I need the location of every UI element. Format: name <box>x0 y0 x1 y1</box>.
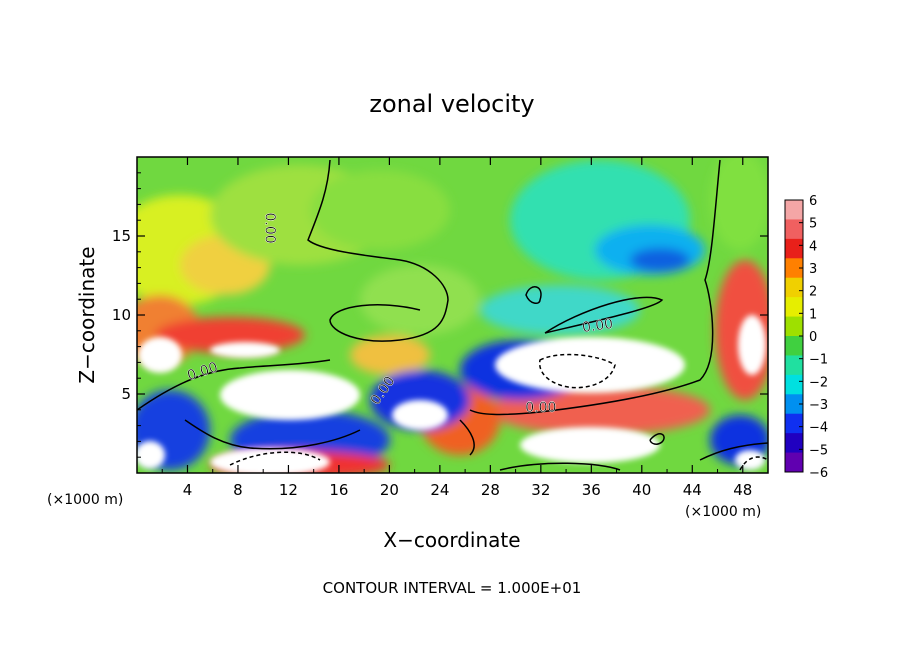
zero-contour <box>525 286 542 305</box>
colorbar-swatch <box>785 277 803 298</box>
field-blob <box>360 265 480 335</box>
colorbar-tick-label: 4 <box>809 239 817 254</box>
colorbar-swatch <box>785 258 803 279</box>
zero-contour <box>699 442 768 461</box>
colorbar-swatch <box>785 374 803 395</box>
colorbar-swatch <box>785 413 803 434</box>
zero-contour <box>307 159 449 342</box>
y-tick-label: 5 <box>121 385 131 403</box>
field-core <box>738 315 766 375</box>
y-axis-label: Z−coordinate <box>75 246 99 383</box>
zero-contour <box>649 433 665 445</box>
contour-label: 0.00 <box>262 213 278 244</box>
colorbar-tick-label: −5 <box>809 443 828 458</box>
field-cores <box>137 315 766 473</box>
field-core <box>138 337 182 373</box>
field-blob <box>310 170 450 250</box>
contour-interval-text: CONTOUR INTERVAL = 1.000E+01 <box>323 579 582 597</box>
colorbar-swatch <box>785 200 803 220</box>
colorbar-swatch <box>785 316 803 337</box>
colorbar-swatch <box>785 336 803 356</box>
colorbar: 6 5 4 3 2 1 0 −1 −2 −3 −4 −5 −6 <box>784 194 828 481</box>
zero-contour <box>137 359 331 411</box>
colorbar-tick-label: −3 <box>809 398 828 413</box>
contour-label: 0.00 <box>525 400 556 416</box>
zero-contour <box>469 159 721 416</box>
field-core <box>210 448 330 473</box>
field-blob <box>480 285 640 335</box>
colorbar-swatch <box>785 355 803 376</box>
field-blob <box>630 248 690 272</box>
colorbar-swatch <box>785 219 803 240</box>
x-unit-left: (×1000 m) <box>47 492 123 508</box>
y-tick-label: 15 <box>112 227 131 245</box>
colorbar-tick-label: −1 <box>809 353 828 368</box>
colorbar-swatch <box>785 238 803 259</box>
colorbar-tick-label: −6 <box>809 466 828 481</box>
x-tick-label: 36 <box>582 481 601 499</box>
x-tick-label: 4 <box>183 481 193 499</box>
colorbar-tick-label: 0 <box>809 330 817 345</box>
colorbar-tick-label: 5 <box>809 217 817 232</box>
x-tick-label: 24 <box>430 481 449 499</box>
colorbar-tick-label: −2 <box>809 375 828 390</box>
heatmap-field: 0.000.000.000.000.00 <box>137 157 768 473</box>
colorbar-swatch <box>785 297 803 318</box>
x-ticks: 4 8 12 16 20 24 28 32 36 40 44 48 <box>161 157 752 499</box>
field-core <box>495 337 685 393</box>
zero-contour <box>499 462 621 471</box>
colorbar-tick-label: 6 <box>809 194 817 209</box>
x-tick-label: 48 <box>733 481 752 499</box>
x-tick-label: 16 <box>329 481 348 499</box>
field-core <box>210 342 280 358</box>
colorbar-tick-label: 1 <box>809 307 817 322</box>
x-tick-label: 28 <box>481 481 500 499</box>
field-blob <box>710 157 768 250</box>
colorbar-tick-label: 2 <box>809 285 817 300</box>
zero-contour <box>184 419 361 450</box>
dashed-contour <box>229 451 321 466</box>
colorbar-tick-label: −4 <box>809 421 828 436</box>
x-tick-label: 32 <box>531 481 550 499</box>
field-core <box>220 370 360 420</box>
colorbar-tick-label: 3 <box>809 262 817 277</box>
x-tick-label: 20 <box>380 481 399 499</box>
colorbar-swatch <box>785 452 803 473</box>
field-blob <box>350 335 430 375</box>
x-tick-label: 40 <box>632 481 651 499</box>
x-tick-label: 12 <box>279 481 298 499</box>
colorbar-swatch <box>785 433 803 454</box>
x-tick-label: 8 <box>233 481 243 499</box>
field-core <box>520 427 660 463</box>
field-blob <box>490 385 710 435</box>
dashed-contour <box>739 456 768 471</box>
x-tick-label: 44 <box>683 481 702 499</box>
colorbar-swatch <box>785 394 803 415</box>
field-core <box>735 450 765 470</box>
dashed-contour <box>538 353 616 389</box>
chart-title: zonal velocity <box>369 90 534 118</box>
y-ticks: 5 10 15 <box>112 172 768 458</box>
field-core <box>392 400 448 430</box>
field-core <box>137 441 165 469</box>
zero-contours <box>137 159 768 471</box>
y-tick-label: 10 <box>112 306 131 324</box>
zero-contour <box>459 419 475 456</box>
x-axis-label: X−coordinate <box>383 528 520 552</box>
contour-label: 0.00 <box>581 316 614 336</box>
x-unit-right: (×1000 m) <box>685 504 761 520</box>
zero-contour <box>544 296 664 334</box>
